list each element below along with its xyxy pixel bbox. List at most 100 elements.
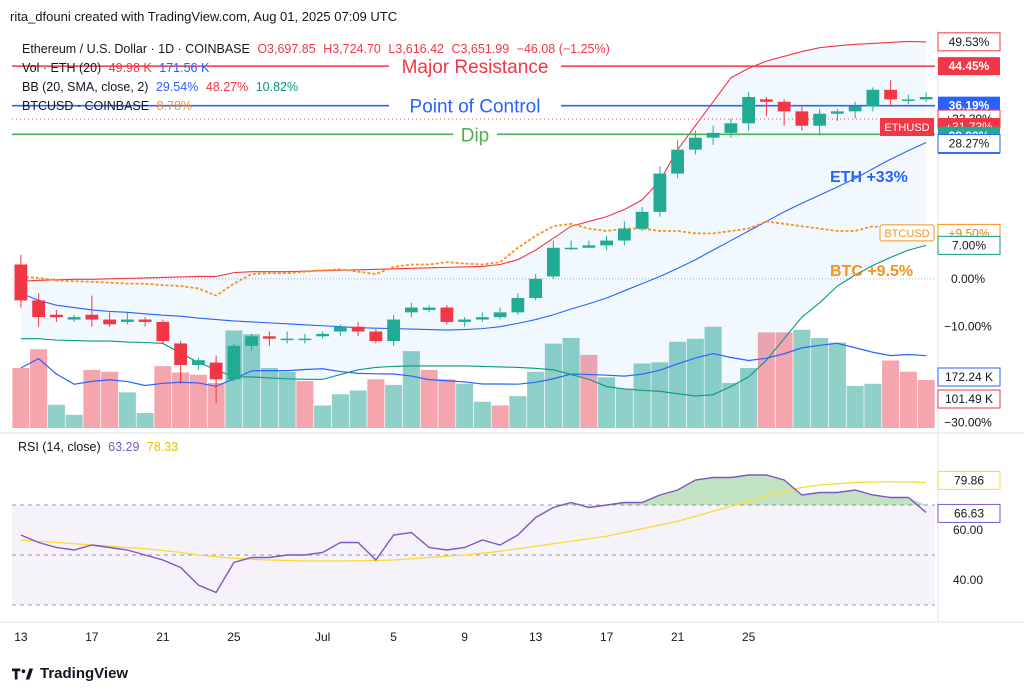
ohlc-open: O3,697.85 — [257, 42, 316, 56]
candle-down — [32, 300, 46, 318]
rsi-legend[interactable]: RSI (14, close) 63.29 78.33 — [18, 440, 178, 454]
bb-background — [20, 41, 927, 397]
volume-bar — [562, 338, 580, 428]
volume-bar — [438, 379, 456, 428]
volume-bar — [101, 371, 119, 428]
bb-legend[interactable]: BB (20, SMA, close, 2) 29.54% 48.27% 10.… — [22, 80, 302, 94]
x-tick-label: 21 — [671, 630, 685, 644]
volume-bar — [12, 368, 30, 428]
candle-up — [546, 247, 560, 277]
bb-label: BB (20, SMA, close, 2) — [22, 80, 149, 94]
candle-up — [511, 298, 525, 313]
candle-down — [103, 319, 117, 325]
volume-legend[interactable]: Vol · ETH (20) 49.98 K 171.56 K — [22, 61, 213, 75]
y-tick-label: −30.00% — [944, 415, 992, 429]
x-tick-label: 9 — [461, 630, 468, 644]
rsi-overbought-fill — [20, 475, 927, 505]
x-tick-label: 21 — [156, 630, 170, 644]
candle-down — [174, 343, 188, 365]
volume-bar — [243, 334, 261, 428]
bb-lower-value: 10.82% — [255, 80, 299, 94]
axis-label: 36.19% — [949, 99, 990, 113]
compare-legend[interactable]: BTCUSD · COINBASE 8.78% — [22, 99, 196, 113]
x-tick-label: 17 — [600, 630, 614, 644]
ohlc-change: −46.08 (−1.25%) — [516, 42, 610, 56]
candle-down — [777, 101, 791, 112]
volume-bar — [207, 383, 225, 428]
candle-up — [582, 245, 596, 248]
volume-bar — [651, 362, 669, 428]
candle-up — [333, 326, 347, 332]
x-tick-label: 25 — [742, 630, 756, 644]
volume-bar — [331, 394, 349, 428]
candle-up — [120, 319, 134, 322]
candle-up — [280, 338, 294, 341]
volume-bar — [278, 371, 296, 428]
volume-bar — [846, 386, 864, 428]
volume-label: 101.49 K — [945, 392, 993, 406]
candle-up — [919, 97, 933, 100]
candle-down — [262, 336, 276, 339]
rsi-tick-label: 60.00 — [953, 523, 983, 537]
tradingview-logo[interactable]: TradingView — [12, 665, 128, 682]
candle-down — [351, 326, 365, 332]
x-tick-label: Jul — [315, 630, 330, 644]
candle-up — [866, 89, 880, 107]
x-tick-label: 5 — [390, 630, 397, 644]
volume-bar — [669, 341, 687, 428]
candle-up — [742, 97, 756, 124]
candle-up — [422, 307, 436, 310]
tradingview-icon — [12, 668, 34, 679]
rsi-axis-label-box — [937, 470, 1001, 490]
x-tick-label: 13 — [529, 630, 543, 644]
btc-compare-line — [20, 220, 927, 297]
volume-ma-line — [20, 342, 927, 387]
axis-label: 44.45% — [949, 59, 990, 73]
bb-basis-value: 29.54% — [155, 80, 199, 94]
volume-bar — [47, 404, 65, 428]
rsi-tick-label: 40.00 — [953, 573, 983, 587]
candle-up — [688, 137, 702, 150]
candle-up — [493, 312, 507, 318]
symbol-price-tag-box — [880, 118, 934, 137]
bb-basis-line — [20, 141, 927, 331]
candle-down — [759, 99, 773, 102]
bb-upper-line — [20, 40, 927, 282]
candle-up — [298, 338, 312, 341]
candle-down — [49, 314, 63, 318]
bb-lower-line — [20, 244, 927, 397]
volume-bar — [811, 338, 829, 428]
axis-label: 49.53% — [949, 35, 990, 49]
btc-change-annotation: BTC +9.5% — [830, 263, 913, 280]
level-label: Major Resistance — [402, 57, 549, 78]
axis-label-box — [938, 57, 1000, 76]
x-tick-label: 25 — [227, 630, 241, 644]
candle-up — [600, 240, 614, 246]
candle-up — [706, 132, 720, 138]
y-tick-label: −10.00% — [944, 320, 992, 334]
symbol-name[interactable]: Ethereum / U.S. Dollar · 1D · COINBASE — [22, 42, 250, 56]
candle-up — [227, 345, 241, 380]
volume-label-box — [937, 389, 1001, 409]
ohlc-high: H3,724.70 — [323, 42, 381, 56]
volume-bar — [402, 351, 420, 428]
volume-bar — [314, 405, 332, 428]
axis-label-box — [937, 134, 1001, 154]
candle-up — [67, 317, 81, 320]
volume-bar — [260, 368, 278, 428]
volume-bar — [456, 383, 474, 428]
ohlc-close: C3,651.99 — [451, 42, 510, 56]
volume-bar — [828, 342, 846, 428]
volume-bar — [899, 371, 917, 428]
candle-down — [138, 319, 152, 322]
rsi-line — [20, 474, 927, 594]
candle-down — [156, 321, 170, 342]
volume-bar — [420, 369, 438, 428]
level-label: Dip — [461, 125, 490, 146]
rsi-ma-line — [20, 481, 927, 562]
volume-bar — [136, 413, 154, 428]
candle-up — [848, 106, 862, 112]
candle-down — [440, 307, 454, 322]
volume-bar — [686, 338, 704, 428]
